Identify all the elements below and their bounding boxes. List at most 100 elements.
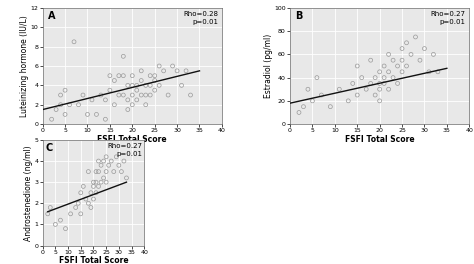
Point bbox=[108, 159, 115, 163]
Point bbox=[82, 197, 90, 201]
X-axis label: FSFI Total Score: FSFI Total Score bbox=[98, 135, 167, 144]
Point bbox=[46, 205, 54, 210]
X-axis label: FSFI Total Score: FSFI Total Score bbox=[59, 256, 128, 264]
Point bbox=[97, 93, 105, 97]
Point bbox=[358, 76, 365, 80]
Point bbox=[52, 107, 60, 112]
Point bbox=[407, 52, 415, 56]
Point bbox=[84, 201, 92, 205]
Point bbox=[124, 98, 132, 102]
Point bbox=[385, 52, 392, 56]
Text: Rho=0.28
p=0.01: Rho=0.28 p=0.01 bbox=[183, 11, 219, 25]
Point bbox=[123, 176, 130, 180]
Text: B: B bbox=[295, 11, 303, 21]
Point bbox=[380, 76, 388, 80]
Point bbox=[72, 205, 80, 210]
Point bbox=[119, 93, 127, 97]
Point bbox=[376, 87, 383, 91]
Point bbox=[77, 212, 84, 216]
Point bbox=[128, 74, 136, 78]
Point bbox=[66, 103, 73, 107]
Point bbox=[88, 98, 96, 102]
Point bbox=[376, 70, 383, 74]
Point bbox=[100, 159, 108, 163]
Point bbox=[363, 87, 370, 91]
Point bbox=[137, 78, 145, 83]
Point bbox=[48, 117, 55, 121]
Point bbox=[146, 83, 154, 87]
Point bbox=[128, 103, 136, 107]
Point bbox=[425, 70, 433, 74]
Point bbox=[57, 103, 64, 107]
Point bbox=[61, 112, 69, 116]
Point bbox=[434, 70, 442, 74]
Point bbox=[87, 205, 95, 210]
Point bbox=[429, 52, 437, 56]
Point bbox=[313, 76, 321, 80]
Point bbox=[118, 169, 125, 174]
Point bbox=[57, 93, 64, 97]
Point bbox=[84, 169, 92, 174]
Point bbox=[101, 117, 109, 121]
Point bbox=[106, 74, 114, 78]
Point bbox=[115, 74, 123, 78]
Point bbox=[97, 163, 105, 167]
Point bbox=[52, 222, 59, 227]
Y-axis label: Androstenedione (ng/ml): Androstenedione (ng/ml) bbox=[24, 145, 33, 241]
Point bbox=[155, 83, 163, 87]
Point bbox=[67, 212, 74, 216]
Point bbox=[385, 87, 392, 91]
Point bbox=[133, 98, 141, 102]
Point bbox=[75, 103, 82, 107]
Point bbox=[90, 184, 97, 188]
Point bbox=[84, 112, 91, 116]
Point bbox=[137, 93, 145, 97]
Point bbox=[79, 93, 87, 97]
Point bbox=[336, 87, 343, 91]
Point bbox=[90, 180, 97, 184]
Point bbox=[146, 74, 154, 78]
Point bbox=[394, 81, 401, 86]
Point bbox=[115, 163, 123, 167]
Point bbox=[182, 69, 190, 73]
Point bbox=[178, 83, 185, 87]
Point bbox=[142, 103, 149, 107]
Point bbox=[376, 99, 383, 103]
Point bbox=[110, 78, 118, 83]
Point bbox=[376, 81, 383, 86]
Point bbox=[92, 191, 100, 195]
Point bbox=[90, 197, 97, 201]
Point bbox=[403, 41, 410, 45]
Point bbox=[106, 88, 114, 92]
Point bbox=[110, 169, 118, 174]
Point bbox=[173, 69, 181, 73]
Point bbox=[349, 81, 356, 86]
Point bbox=[70, 40, 78, 44]
Point bbox=[133, 88, 141, 92]
Point bbox=[151, 88, 158, 92]
Point bbox=[95, 184, 102, 188]
Point bbox=[56, 218, 64, 222]
Point bbox=[146, 93, 154, 97]
Point bbox=[371, 93, 379, 97]
Point bbox=[100, 176, 108, 180]
Point bbox=[115, 93, 123, 97]
Point bbox=[95, 169, 102, 174]
Point bbox=[420, 46, 428, 51]
Point bbox=[105, 163, 112, 167]
Point bbox=[92, 112, 100, 116]
Point bbox=[110, 103, 118, 107]
Point bbox=[128, 83, 136, 87]
Point bbox=[133, 83, 141, 87]
Point bbox=[169, 64, 176, 68]
Point bbox=[309, 99, 316, 103]
Point bbox=[155, 64, 163, 68]
Point bbox=[187, 93, 194, 97]
Point bbox=[142, 83, 149, 87]
Point bbox=[164, 93, 172, 97]
Point bbox=[92, 180, 100, 184]
Point bbox=[120, 159, 128, 163]
Point bbox=[119, 54, 127, 58]
Point bbox=[327, 105, 334, 109]
Point bbox=[380, 64, 388, 68]
